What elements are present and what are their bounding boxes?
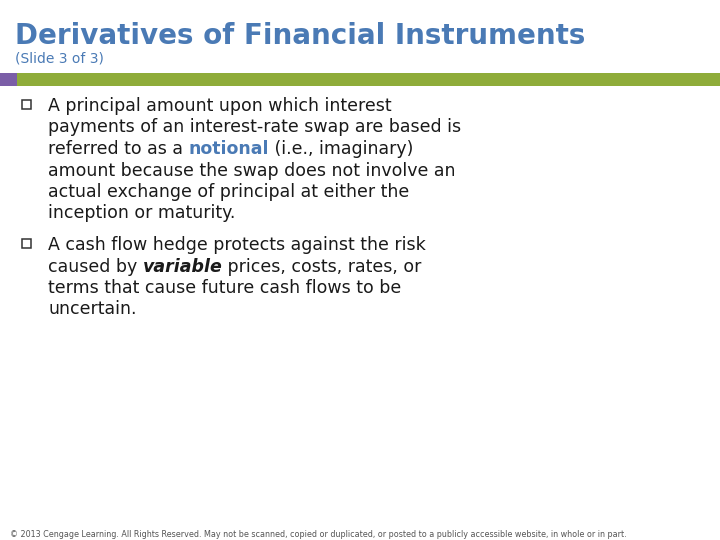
Bar [0, 73, 17, 86]
Text: terms that cause future cash flows to be: terms that cause future cash flows to be [48, 279, 401, 297]
Text: payments of an interest-rate swap are based is: payments of an interest-rate swap are ba… [48, 118, 461, 137]
Text: referred to as a: referred to as a [48, 140, 189, 158]
Text: amount because the swap does not involve an: amount because the swap does not involve… [48, 161, 456, 179]
Text: actual exchange of principal at either the: actual exchange of principal at either t… [48, 183, 409, 201]
Text: notional: notional [189, 140, 269, 158]
Bar [22, 239, 31, 248]
Text: uncertain.: uncertain. [48, 300, 137, 319]
Text: inception or maturity.: inception or maturity. [48, 205, 235, 222]
Text: © 2013 Cengage Learning. All Rights Reserved. May not be scanned, copied or dupl: © 2013 Cengage Learning. All Rights Rese… [10, 530, 626, 539]
Bar [17, 73, 720, 86]
Text: prices, costs, rates, or: prices, costs, rates, or [222, 258, 422, 275]
Text: caused by: caused by [48, 258, 143, 275]
Text: A cash flow hedge protects against the risk: A cash flow hedge protects against the r… [48, 236, 426, 254]
Bar [22, 100, 31, 109]
Text: A principal amount upon which interest: A principal amount upon which interest [48, 97, 392, 115]
Text: variable: variable [143, 258, 222, 275]
Text: Derivatives of Financial Instruments: Derivatives of Financial Instruments [15, 22, 585, 50]
Text: (i.e., imaginary): (i.e., imaginary) [269, 140, 413, 158]
Text: (Slide 3 of 3): (Slide 3 of 3) [15, 52, 104, 66]
